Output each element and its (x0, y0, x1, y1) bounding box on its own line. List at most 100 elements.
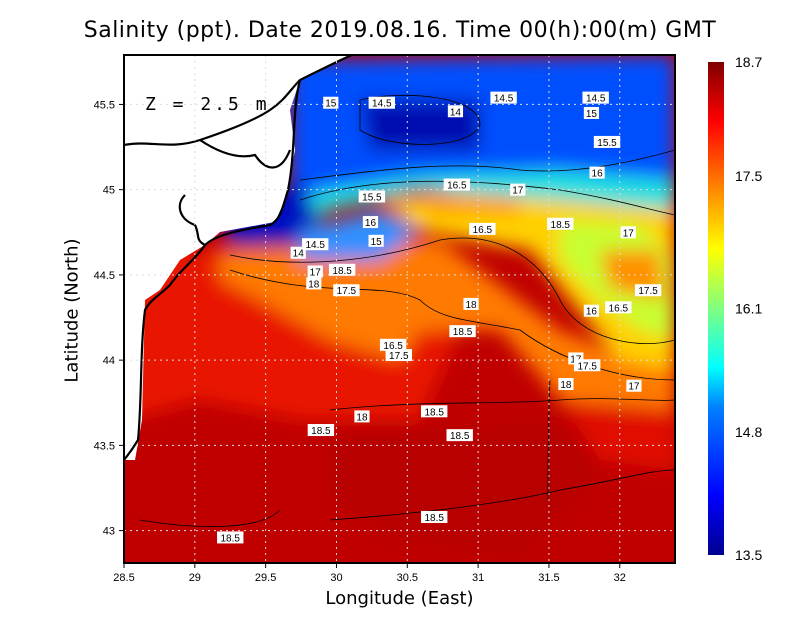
contour-label-text: 14.5 (586, 94, 606, 105)
contour-label-text: 17 (310, 267, 322, 278)
contour-label-text: 16 (365, 218, 377, 229)
x-tick-label: 29 (189, 572, 201, 584)
x-tick-label: 30.5 (397, 572, 418, 584)
x-tick-label: 28.5 (113, 572, 134, 584)
contour-label: 14.5 (368, 96, 395, 110)
contour-label: 16.5 (443, 178, 471, 192)
contour-label-text: 18 (560, 380, 572, 391)
contour-label-text: 15 (325, 99, 337, 110)
y-tick-label: 44 (103, 355, 115, 367)
contour-label-text: 18.5 (551, 220, 571, 231)
contour-label: 15 (583, 106, 600, 120)
contour-label: 18 (558, 378, 574, 391)
y-tick-label: 45 (103, 185, 115, 197)
contour-label-text: 18.5 (450, 431, 470, 442)
contour-label-text: 16.5 (609, 303, 629, 314)
contour-label-text: 16 (586, 307, 598, 318)
contour-label: 17.5 (385, 349, 412, 362)
y-tick-label: 45.5 (94, 99, 115, 111)
contour-label-text: 16 (592, 169, 604, 180)
contour-label: 15.5 (593, 135, 621, 149)
contour-label: 18 (306, 277, 322, 290)
contour-label: 17 (620, 226, 636, 239)
colorbar-tick-label: 13.5 (735, 547, 762, 563)
contour-label: 16.5 (379, 338, 407, 352)
colorbar (708, 62, 724, 555)
contour-label: 18 (463, 297, 479, 311)
colorbar-tick-label: 14.8 (735, 424, 762, 440)
contour-label: 18.5 (547, 217, 574, 231)
x-tick-label: 32 (614, 572, 626, 584)
contour-label: 18.5 (421, 510, 448, 524)
contour-label-text: 18.5 (332, 266, 352, 277)
contour-label-text: 17.5 (638, 286, 658, 297)
contour-label-text: 17 (628, 382, 640, 393)
contour-label-text: 14 (450, 107, 462, 118)
contour-label-text: 16.5 (473, 225, 493, 236)
contour-label-text: 15.5 (597, 138, 617, 149)
contour-label-text: 14 (293, 249, 305, 260)
contour-label-text: 18.5 (453, 327, 473, 338)
contour-label-text: 16.5 (383, 341, 403, 352)
contour-label-text: 18 (465, 300, 477, 311)
contour-label-text: 18.5 (424, 513, 444, 524)
contour-label-text: 17.5 (577, 361, 597, 372)
contour-label: 18.5 (421, 405, 448, 418)
y-tick-label: 43 (103, 526, 115, 538)
contour-label: 14 (290, 246, 306, 260)
x-tick-label: 31.5 (538, 572, 559, 584)
contour-label: 18 (354, 410, 370, 423)
contour-label: 15.5 (358, 190, 386, 203)
contour-label: 16 (362, 216, 379, 229)
colorbar-tick-label: 16.1 (735, 301, 762, 317)
contour-label-text: 15 (371, 237, 383, 248)
contour-label-text: 17.5 (389, 351, 409, 362)
contour-label: 16 (583, 304, 600, 318)
x-tick-label: 29.5 (255, 572, 276, 584)
contour-label: 18.5 (449, 325, 476, 338)
contour-label: 15 (323, 96, 339, 110)
contour-label-text: 15 (586, 109, 598, 120)
contour-label: 17.5 (634, 284, 662, 297)
contour-label-text: 14.5 (372, 99, 392, 110)
depth-annotation: Z = 2.5 m (145, 94, 270, 115)
contour-label-text: 17 (623, 228, 635, 239)
contour-label: 18.5 (217, 531, 244, 544)
plot-frame (123, 54, 676, 564)
x-axis-label: Longitude (East) (325, 588, 474, 609)
contour-label-text: 18 (356, 412, 368, 423)
contour-label-text: 17 (512, 186, 524, 197)
contour-label: 17.5 (573, 359, 601, 372)
contour-label: 16.5 (605, 301, 632, 314)
y-tick-label: 43.5 (94, 440, 115, 452)
contour-label-text: 14.5 (494, 94, 514, 105)
contour-label: 18.5 (328, 263, 356, 277)
contour-label-text: 17.5 (337, 286, 357, 297)
contour-label-text: 16.5 (447, 181, 467, 192)
colorbar-tick-label: 18.7 (735, 54, 762, 70)
contour-label: 17 (626, 379, 642, 393)
contour-label-text: 18.5 (220, 533, 240, 544)
contour-label: 18.5 (307, 424, 335, 437)
contour-label: 17 (307, 265, 323, 278)
chart-title: Salinity (ppt). Date 2019.08.16. Time 00… (83, 18, 717, 43)
contour-label: 16 (589, 166, 605, 180)
contour-label-text: 15.5 (362, 192, 382, 203)
contour-label: 14 (447, 105, 464, 118)
contour-label: 14.5 (582, 91, 609, 105)
colorbar-tick-label: 17.5 (735, 168, 762, 184)
contour-label: 14.5 (302, 238, 329, 251)
contour-label: 14.5 (490, 91, 517, 105)
contour-label: 17 (510, 183, 526, 197)
contour-label-text: 14.5 (305, 240, 325, 251)
y-tick-label: 44.5 (94, 270, 115, 282)
contour-label-text: 18 (308, 279, 320, 290)
contour-label: 15 (368, 234, 384, 248)
x-tick-label: 31 (472, 572, 484, 584)
contour-label: 16.5 (469, 222, 496, 236)
contour-label: 17.5 (333, 284, 360, 297)
contour-label-text: 18.5 (424, 407, 444, 418)
contour-label-text: 18.5 (311, 426, 331, 437)
